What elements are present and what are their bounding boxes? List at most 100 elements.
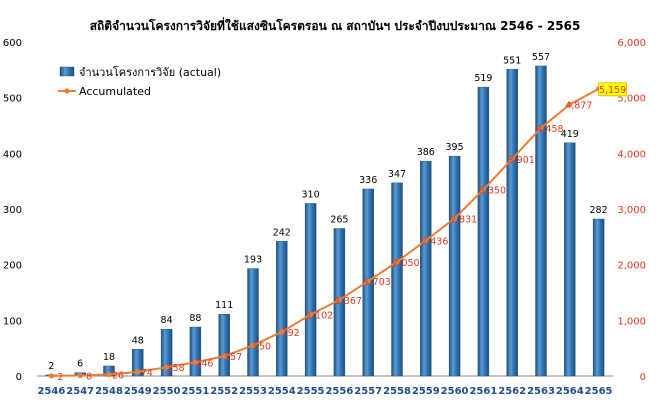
- x-tick-label: 2563: [527, 386, 555, 397]
- bar-value-label: 310: [302, 189, 320, 200]
- legend-line-marker: [64, 88, 70, 94]
- bar: [304, 203, 317, 377]
- bar: [218, 314, 230, 377]
- axes: 0 100 200 300 400 500 600 0 1,000 2,000 3,000 4,000…: [3, 38, 646, 397]
- bar-value-label: 519: [474, 73, 492, 84]
- x-tick-label: 2556: [325, 386, 353, 397]
- line-point: [336, 297, 342, 303]
- bar-value-label: 386: [417, 147, 435, 158]
- line-point: [164, 364, 170, 370]
- bar-value-label: 84: [161, 315, 173, 326]
- bar-value-label: 282: [590, 205, 608, 216]
- x-tick-label: 2562: [498, 386, 526, 397]
- bar-value-label: 551: [503, 55, 521, 66]
- chart-title: สถิติจำนวนโครงการวิจัยที่ใช้แสงซินโครตรอ…: [90, 17, 581, 33]
- bar: [247, 268, 259, 377]
- bars: [45, 65, 605, 377]
- bar-value-label: 88: [189, 313, 201, 324]
- bar: [420, 160, 432, 377]
- line-value-label: 2: [57, 372, 63, 383]
- bar-value-label: 48: [132, 335, 144, 346]
- y-left-tick-label: 200: [3, 261, 22, 272]
- line-value-label: 8: [86, 372, 92, 383]
- x-tick-label: 2553: [239, 386, 267, 397]
- y-left-tick-label: 0: [16, 372, 22, 383]
- x-tick-label: 2554: [268, 386, 296, 397]
- y-left-tick-label: 600: [3, 38, 22, 49]
- line-value-label: 4,877: [565, 101, 592, 112]
- x-tick-label: 2557: [354, 386, 382, 397]
- line-value-label: 2,831: [450, 214, 477, 225]
- bar: [448, 155, 461, 377]
- x-tick-label: 2555: [297, 386, 325, 397]
- bar-value-label: 557: [532, 52, 550, 63]
- y-left-tick-label: 100: [3, 316, 22, 327]
- bar-value-label: 242: [273, 227, 291, 238]
- accumulated-line-path: [51, 87, 600, 377]
- bar-value-label: 18: [103, 352, 115, 363]
- y-right-tick-label: 4,000: [617, 149, 646, 160]
- line-point: [106, 371, 112, 378]
- bar: [477, 86, 490, 377]
- bar-value-label: 419: [561, 129, 579, 140]
- y-right-tick-label: 3,000: [617, 205, 646, 216]
- y-left-tick-label: 300: [3, 205, 22, 216]
- line-point: [452, 215, 458, 222]
- bar: [535, 65, 547, 377]
- line-point: [394, 259, 400, 265]
- y-left-tick-label: 400: [3, 149, 22, 160]
- legend-line-label: Accumulated: [79, 85, 151, 98]
- legend-bar-swatch: [59, 66, 75, 77]
- line-value-label: 3,350: [479, 186, 506, 197]
- line-value-label: 4,458: [536, 124, 563, 135]
- x-tick-label: 2547: [66, 386, 94, 397]
- bar-value-label: 2: [48, 361, 54, 372]
- bar: [276, 241, 288, 377]
- line-point: [365, 278, 371, 284]
- line-point: [135, 369, 141, 375]
- x-tick-label: 2565: [585, 386, 613, 397]
- x-tick-label: 2559: [412, 386, 440, 397]
- line-value-label: 5,159: [599, 85, 626, 96]
- bar-value-label: 6: [77, 359, 83, 370]
- line-value-label: 1,102: [306, 311, 333, 322]
- x-tick-label: 2549: [124, 386, 152, 397]
- line-point: [480, 186, 486, 193]
- line-point: [423, 237, 429, 243]
- line-value-label: 2,436: [421, 236, 448, 247]
- bar: [592, 218, 605, 377]
- bar: [160, 329, 173, 377]
- bar-value-label: 111: [215, 300, 233, 311]
- bar-value-label: 347: [388, 169, 406, 180]
- y-right-tick-label: 6,000: [617, 38, 646, 49]
- legend-bar-label: จำนวนโครงการวิจัย (actual): [79, 65, 221, 79]
- line-point: [567, 101, 573, 108]
- accumulated-line: [48, 86, 602, 379]
- line-value-label: 26: [112, 371, 124, 382]
- y-right-tick-label: 1,000: [617, 316, 646, 327]
- x-tick-label: 2560: [441, 386, 469, 397]
- line-point: [538, 125, 544, 131]
- bar: [189, 326, 202, 377]
- x-tick-label: 2552: [210, 386, 238, 397]
- highlight-box: [598, 82, 627, 97]
- bar: [564, 142, 576, 377]
- line-point: [221, 353, 227, 359]
- legend: จำนวนโครงการวิจัย (actual) Accumulated: [58, 65, 221, 98]
- line-value-label: 1,703: [364, 277, 391, 288]
- bar: [132, 349, 144, 377]
- y-right-tick-label: 0: [640, 372, 646, 383]
- x-tick-label: 2550: [153, 386, 181, 397]
- line-value-label: 550: [253, 341, 271, 352]
- bar-value-label: 193: [244, 255, 262, 266]
- y-right-tick-label: 2,000: [617, 261, 646, 272]
- bar-value-label: 265: [330, 214, 348, 225]
- x-tick-label: 2561: [469, 386, 497, 397]
- line-point: [77, 372, 83, 379]
- line-point: [48, 373, 55, 379]
- line-point: [250, 342, 256, 348]
- x-tick-label: 2548: [95, 386, 123, 397]
- line-value-label: 158: [167, 363, 185, 374]
